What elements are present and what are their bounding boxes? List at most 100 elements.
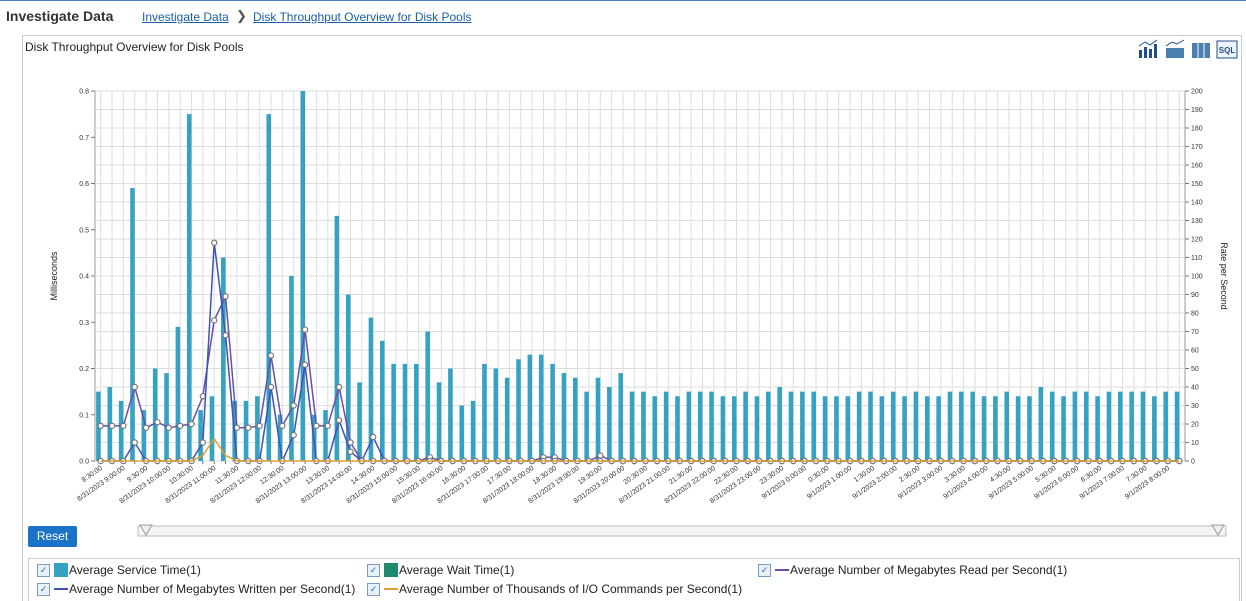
y-tick-label: 0.3 xyxy=(79,320,89,327)
line-marker xyxy=(267,352,275,359)
legend-checkbox[interactable]: ✓ xyxy=(37,582,50,596)
breadcrumb-separator: ❯ xyxy=(236,8,247,23)
breadcrumb-link[interactable]: Investigate Data xyxy=(142,10,229,24)
y2-axis-title: Rate per Second xyxy=(1219,242,1229,310)
bar xyxy=(345,294,351,461)
bar xyxy=(209,396,215,461)
header: Investigate Data Investigate Data ❯ Disk… xyxy=(0,0,1246,33)
page-title: Investigate Data xyxy=(6,8,114,24)
bar xyxy=(538,354,544,461)
legend-label: Average Number of Thousands of I/O Comma… xyxy=(399,582,743,596)
line-marker xyxy=(222,332,229,339)
bar xyxy=(584,391,589,461)
legend-item[interactable]: ✓ Average Service Time(1) xyxy=(37,563,201,577)
chart: 0 10 20 30 40 50 60 70 80 90 100 110 120 130 140 150 160… xyxy=(49,89,1229,506)
bar xyxy=(141,410,147,461)
line-marker xyxy=(324,422,331,430)
line-marker xyxy=(211,317,218,324)
bar xyxy=(550,363,555,461)
legend-checkbox[interactable]: ✓ xyxy=(37,563,50,577)
bar-chart-icon[interactable] xyxy=(1138,39,1158,58)
bar xyxy=(368,317,374,461)
bar xyxy=(459,405,465,461)
bar xyxy=(1015,396,1021,461)
bar xyxy=(243,400,249,461)
line-marker xyxy=(279,422,286,430)
bar xyxy=(1118,391,1123,461)
legend-item[interactable]: ✓ Average Number of Thousands of I/O Comm… xyxy=(367,582,742,596)
legend-checkbox[interactable]: ✓ xyxy=(758,563,771,577)
bar xyxy=(300,91,306,461)
bar xyxy=(504,377,510,461)
bar xyxy=(1152,396,1157,461)
bar xyxy=(959,391,964,461)
bar xyxy=(868,391,873,461)
line-marker xyxy=(131,439,138,446)
line-marker xyxy=(335,383,343,391)
y2-tick-label: 110 xyxy=(1191,255,1202,262)
bar xyxy=(924,396,930,461)
line-marker xyxy=(165,424,173,431)
bar xyxy=(561,373,567,461)
bar xyxy=(890,391,896,461)
range-slider[interactable] xyxy=(136,521,1228,541)
breadcrumb-link[interactable]: Disk Throughput Overview for Disk Pools xyxy=(253,10,472,24)
panel-title: Disk Throughput Overview for Disk Pools xyxy=(25,40,244,54)
table-icon[interactable] xyxy=(1192,43,1210,58)
line xyxy=(100,437,1180,462)
legend-label: Average Wait Time(1) xyxy=(399,563,515,577)
bar xyxy=(255,396,260,461)
bar xyxy=(675,396,680,461)
bar xyxy=(822,396,828,461)
y2-tick-label: 120 xyxy=(1191,237,1203,244)
legend-swatch xyxy=(775,569,789,571)
bar xyxy=(788,391,794,461)
bar xyxy=(323,410,328,461)
y2-tick-label: 200 xyxy=(1191,89,1203,96)
line-marker xyxy=(211,239,218,246)
line-marker xyxy=(97,422,104,430)
y2-tick-label: 40 xyxy=(1191,385,1199,392)
line-marker xyxy=(222,293,229,300)
y2-tick-label: 150 xyxy=(1191,181,1203,188)
bar xyxy=(766,391,771,461)
reset-button[interactable]: Reset xyxy=(28,526,77,547)
y-tick-label: 0.6 xyxy=(79,181,89,188)
line-marker xyxy=(267,383,275,391)
bar xyxy=(334,215,340,461)
legend-label: Average Number of Megabytes Written per … xyxy=(69,582,356,596)
legend-swatch xyxy=(384,563,398,577)
legend-swatch xyxy=(54,563,68,577)
legend-swatch xyxy=(54,588,68,590)
bar xyxy=(1140,391,1146,461)
bar xyxy=(357,382,362,461)
bar xyxy=(186,114,192,461)
y2-tick-label: 140 xyxy=(1191,200,1203,207)
bar xyxy=(595,377,601,461)
panel xyxy=(22,35,1242,601)
y2-tick-label: 130 xyxy=(1191,218,1203,225)
legend-item[interactable]: ✓ Average Number of Megabytes Written per… xyxy=(37,582,355,596)
bar xyxy=(697,391,703,461)
sql-icon[interactable]: SQL xyxy=(1216,40,1238,59)
bar xyxy=(1004,391,1010,461)
line-marker xyxy=(188,420,195,428)
line-marker xyxy=(131,383,138,391)
bar xyxy=(913,391,919,461)
bar xyxy=(754,396,760,461)
legend-item[interactable]: ✓ Average Wait Time(1) xyxy=(367,563,514,577)
stacked-chart-icon[interactable] xyxy=(1165,39,1185,58)
bar xyxy=(436,382,442,461)
legend-checkbox[interactable]: ✓ xyxy=(367,582,380,596)
y2-tick-label: 60 xyxy=(1191,348,1199,355)
legend-checkbox[interactable]: ✓ xyxy=(367,563,380,577)
bar xyxy=(1106,391,1112,461)
bar xyxy=(414,363,419,461)
bar xyxy=(198,410,203,461)
line-marker xyxy=(313,422,320,430)
y2-tick-label: 170 xyxy=(1191,144,1203,151)
legend-item[interactable]: ✓ Average Number of Megabytes Read per Se… xyxy=(758,563,1067,577)
bar xyxy=(936,396,941,461)
y-tick-label: 0.8 xyxy=(79,89,89,96)
